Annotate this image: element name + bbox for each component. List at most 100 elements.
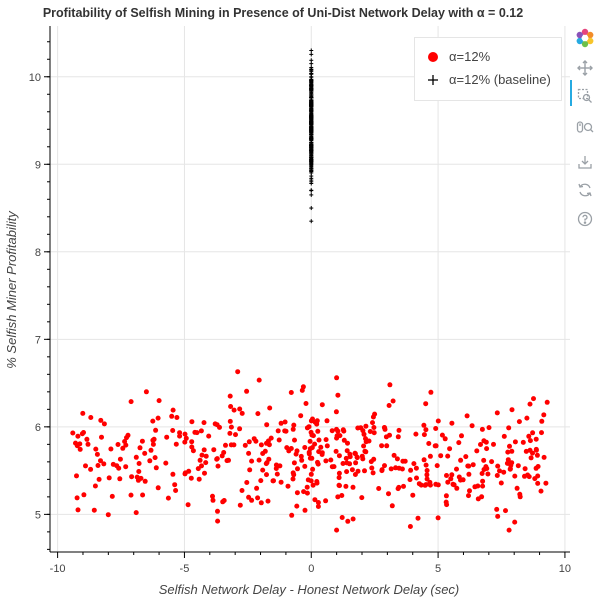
legend-item-alpha-12[interactable]: α=12% [415, 47, 561, 67]
data-point [109, 493, 115, 499]
data-point [444, 473, 449, 478]
pan-icon[interactable] [570, 56, 600, 80]
data-point [92, 483, 98, 489]
data-point [93, 446, 99, 452]
data-point [362, 468, 367, 474]
data-point [353, 460, 359, 466]
data-point [337, 433, 343, 439]
data-point [123, 464, 129, 470]
data-point [309, 188, 314, 193]
data-point [285, 483, 291, 489]
data-point [363, 436, 368, 442]
data-point [314, 479, 320, 484]
data-point [350, 516, 356, 522]
data-point [449, 420, 455, 426]
help-icon[interactable] [570, 207, 600, 231]
data-point [344, 469, 350, 475]
data-point [315, 504, 321, 509]
data-point [302, 507, 308, 513]
legend-item-alpha-12-baseline[interactable]: α=12% (baseline) [415, 70, 561, 90]
data-point [153, 465, 159, 471]
data-point [335, 392, 341, 398]
box-zoom-icon[interactable] [570, 84, 600, 108]
data-point [308, 471, 314, 477]
data-point [309, 168, 314, 173]
save-icon[interactable] [570, 150, 600, 174]
data-point [228, 424, 234, 430]
data-point [312, 497, 318, 503]
bokeh-logo-icon[interactable] [570, 26, 600, 50]
data-point [215, 508, 220, 514]
x-axis-label: Selfish Network Delay - Honest Network D… [159, 582, 460, 597]
data-point [294, 448, 300, 454]
data-point [467, 488, 472, 494]
data-point [298, 453, 304, 459]
data-point [173, 488, 179, 493]
data-point [228, 442, 234, 448]
data-point [219, 453, 225, 459]
data-point [370, 420, 375, 426]
data-point [264, 422, 270, 428]
data-point [305, 477, 311, 483]
data-point [315, 428, 321, 434]
data-point [197, 457, 203, 463]
data-point [434, 463, 440, 469]
data-point [99, 434, 104, 440]
x-tick-label: 10 [559, 563, 571, 575]
data-point [231, 407, 237, 413]
data-point [371, 425, 377, 430]
data-point [512, 473, 518, 479]
data-point [474, 448, 480, 454]
data-point [494, 473, 500, 478]
data-point [527, 447, 533, 453]
data-point [421, 457, 427, 463]
data-point [239, 410, 245, 416]
data-point [354, 454, 360, 460]
reset-icon[interactable] [570, 178, 600, 202]
data-point [307, 455, 313, 461]
data-point [75, 433, 81, 439]
data-point [359, 495, 365, 501]
data-point [541, 454, 547, 460]
data-point [531, 396, 536, 402]
data-point [448, 476, 454, 482]
data-point [83, 463, 88, 469]
data-point [150, 437, 156, 443]
data-point [289, 512, 295, 518]
data-point [302, 445, 308, 450]
data-point [228, 404, 234, 409]
data-point [309, 116, 314, 121]
data-point [334, 527, 340, 533]
data-point [435, 515, 441, 521]
data-point [117, 456, 123, 462]
data-point [415, 515, 421, 521]
legend-cross-marker [428, 75, 438, 85]
wheel-zoom-icon[interactable] [570, 116, 600, 140]
data-point [458, 457, 464, 463]
data-point [256, 377, 262, 383]
data-point [343, 455, 349, 461]
data-point [386, 491, 391, 497]
data-point [335, 428, 341, 434]
data-point [295, 466, 300, 472]
data-point [323, 498, 329, 504]
data-point [315, 500, 321, 505]
data-point [202, 470, 207, 476]
legend[interactable]: α=12% α=12% (baseline) [414, 37, 562, 101]
data-point [235, 369, 241, 375]
data-point [196, 476, 202, 482]
data-point [486, 425, 492, 431]
data-point [463, 454, 469, 460]
data-point [384, 443, 390, 449]
data-point [443, 493, 449, 499]
data-point [215, 518, 221, 524]
data-point [153, 427, 159, 433]
data-point [407, 477, 413, 483]
data-point [163, 460, 169, 466]
x-tick-label: -5 [180, 563, 190, 575]
y-tick-label: 8 [35, 247, 41, 259]
data-point [495, 513, 501, 519]
data-point [189, 419, 195, 425]
data-point [400, 458, 406, 464]
data-point [418, 482, 424, 488]
